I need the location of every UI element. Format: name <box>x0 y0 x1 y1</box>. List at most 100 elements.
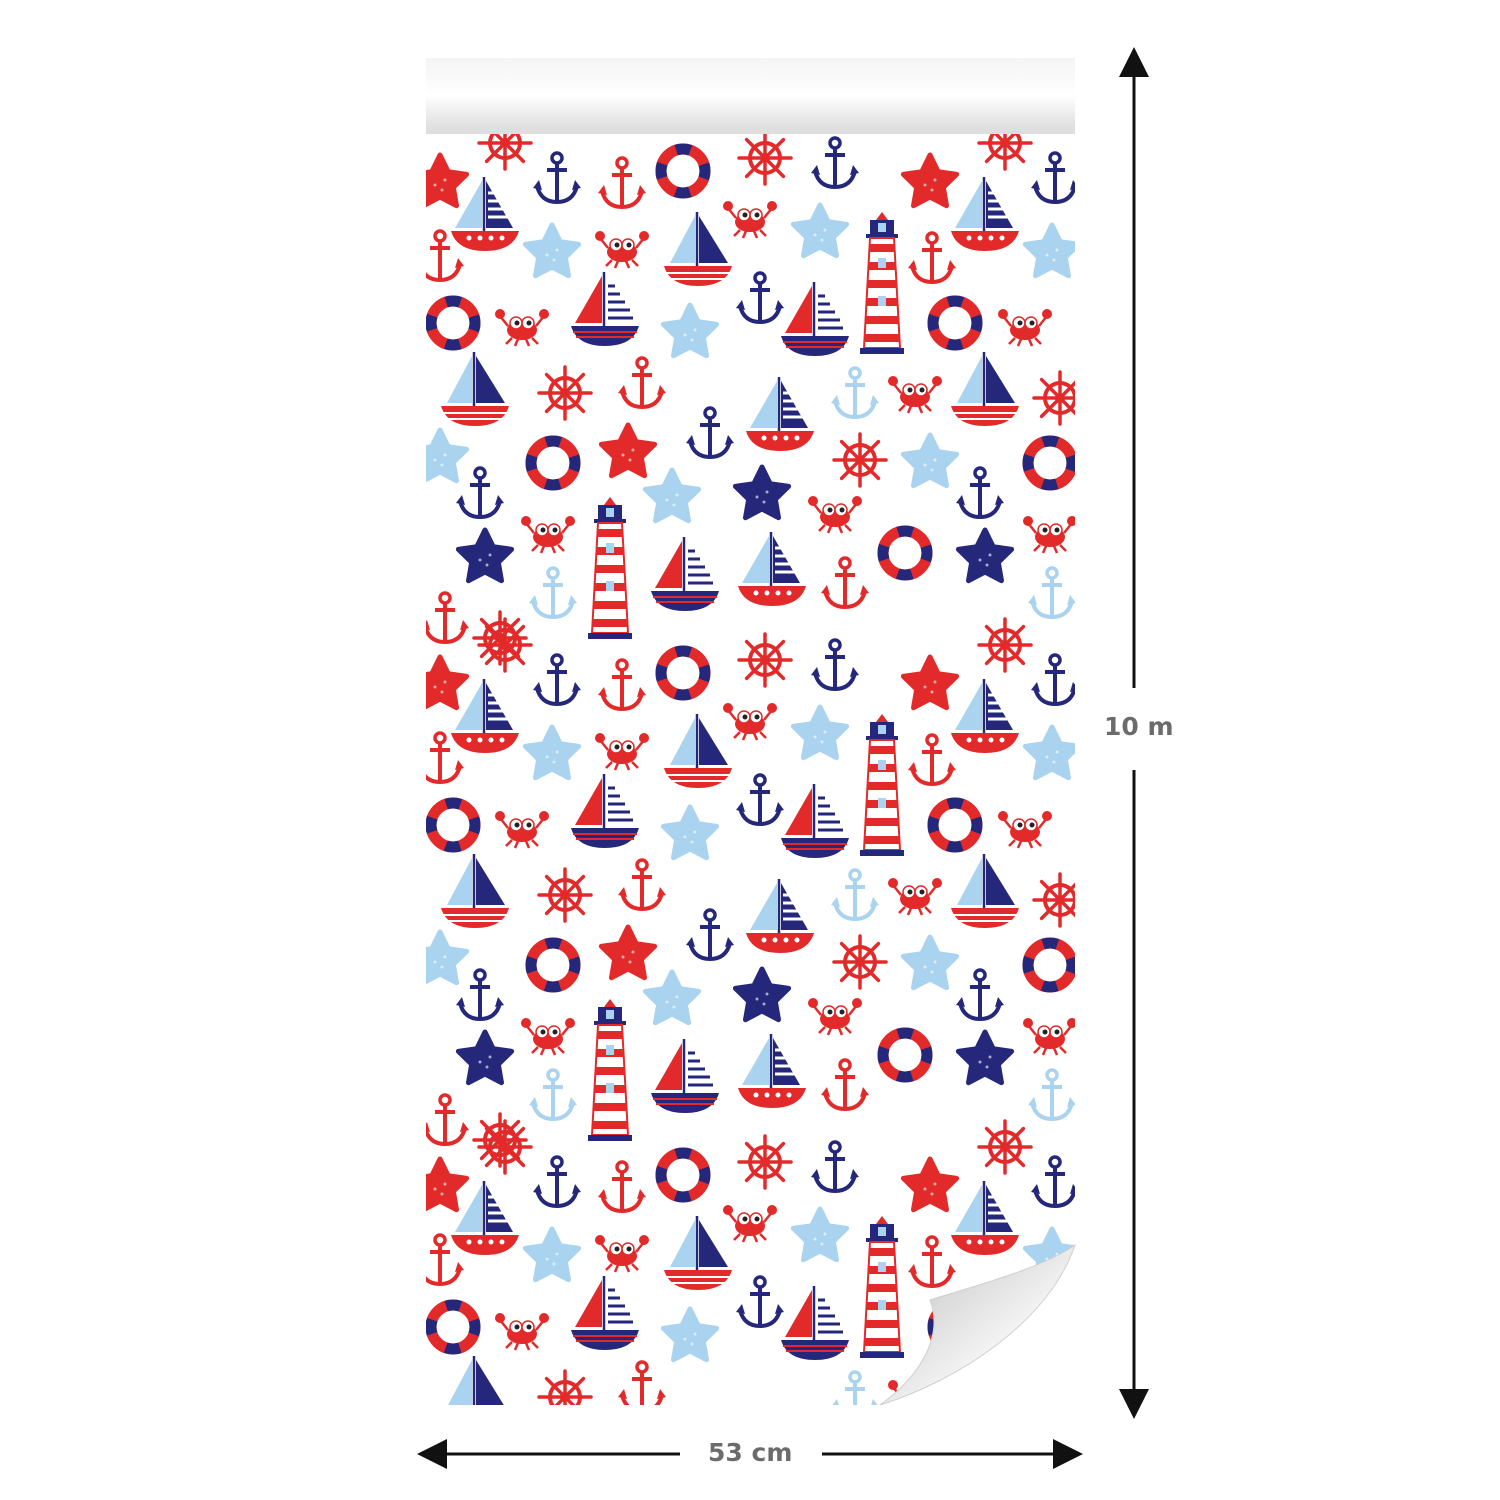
wheel-motif <box>737 1134 793 1190</box>
crab-motif <box>495 811 549 849</box>
anchor-motif <box>618 858 666 912</box>
boat-motif <box>664 212 732 286</box>
ring-motif <box>426 1299 481 1355</box>
boat-motif <box>571 774 639 848</box>
anchor-motif <box>1028 1068 1075 1122</box>
crab-motif <box>495 309 549 347</box>
anchor-motif <box>736 1275 784 1329</box>
anchor-motif <box>821 556 869 610</box>
anchor-motif <box>533 1155 581 1209</box>
crab-motif <box>495 1313 549 1351</box>
boat-motif <box>738 532 806 606</box>
anchor-motif <box>736 773 784 827</box>
lighthouse-motif <box>860 714 904 856</box>
star-motif <box>955 1029 1015 1086</box>
boat-motif <box>746 377 814 451</box>
wheel-motif <box>477 1119 533 1175</box>
boat-motif <box>951 854 1019 928</box>
wheel-motif <box>832 432 888 488</box>
anchor-motif <box>908 733 956 787</box>
width-dimension-label: 53 cm <box>704 1438 797 1467</box>
height-dimension-label: 10 m <box>1100 712 1178 741</box>
star-motif <box>426 427 470 484</box>
star-motif <box>660 1306 720 1363</box>
anchor-motif <box>811 1140 859 1194</box>
star-motif <box>522 1226 582 1283</box>
lighthouse-motif <box>860 1216 904 1358</box>
lighthouse-motif <box>860 212 904 354</box>
boat-motif <box>951 679 1019 753</box>
anchor-motif <box>426 1233 464 1287</box>
star-motif <box>955 527 1015 584</box>
ring-motif <box>1022 435 1075 491</box>
star-motif <box>598 422 658 479</box>
ring-motif <box>426 295 481 351</box>
star-motif <box>426 1156 470 1213</box>
star-motif <box>426 929 470 986</box>
star-motif <box>660 302 720 359</box>
crab-motif <box>888 376 942 414</box>
crab-motif <box>595 231 649 269</box>
ring-motif <box>426 797 481 853</box>
curled-corner <box>879 1243 1076 1406</box>
anchor-motif <box>1031 151 1075 205</box>
boat-motif <box>746 879 814 953</box>
anchor-motif <box>811 638 859 692</box>
boat-motif <box>451 1181 519 1255</box>
anchor-motif <box>1031 653 1075 707</box>
anchor-motif <box>908 1235 956 1289</box>
wheel-motif <box>1032 872 1075 928</box>
anchor-motif <box>598 1160 646 1214</box>
star-motif <box>642 969 702 1026</box>
star-motif <box>790 1206 850 1263</box>
wheel-motif <box>1032 370 1075 426</box>
boat-motif <box>651 537 719 611</box>
star-motif <box>790 704 850 761</box>
anchor-motif <box>529 566 577 620</box>
nautical-pattern <box>426 130 1075 1405</box>
wheel-motif <box>477 617 533 673</box>
anchor-motif <box>686 908 734 962</box>
boat-motif <box>651 1039 719 1113</box>
anchor-motif <box>811 136 859 190</box>
ring-motif <box>877 525 933 581</box>
anchor-motif <box>1028 566 1075 620</box>
anchor-motif <box>426 731 464 785</box>
crab-motif <box>521 516 575 554</box>
ring-motif <box>655 143 711 199</box>
boat-motif <box>951 1181 1019 1255</box>
star-motif <box>1022 724 1075 781</box>
anchor-motif <box>426 1093 469 1147</box>
anchor-motif <box>598 658 646 712</box>
wheel-motif <box>737 632 793 688</box>
boat-motif <box>738 1034 806 1108</box>
wheel-motif <box>832 934 888 990</box>
star-motif <box>522 222 582 279</box>
boat-motif <box>781 282 849 356</box>
crab-motif <box>1023 1018 1075 1056</box>
anchor-motif <box>736 271 784 325</box>
wheel-motif <box>737 130 793 186</box>
anchor-motif <box>598 156 646 210</box>
wheel-motif <box>977 617 1033 673</box>
anchor-motif <box>456 968 504 1022</box>
anchor-motif <box>618 356 666 410</box>
star-motif <box>900 654 960 711</box>
boat-motif <box>951 177 1019 251</box>
anchor-motif <box>533 151 581 205</box>
anchor-motif <box>831 868 879 922</box>
crab-motif <box>1023 516 1075 554</box>
boat-motif <box>571 1276 639 1350</box>
ring-motif <box>927 295 983 351</box>
boat-motif <box>451 679 519 753</box>
wheel-motif <box>977 1119 1033 1175</box>
anchor-motif <box>908 231 956 285</box>
crab-motif <box>723 1205 777 1243</box>
crab-motif <box>998 309 1052 347</box>
ring-motif <box>655 1147 711 1203</box>
boat-motif <box>441 854 509 928</box>
boat-motif <box>781 1286 849 1360</box>
anchor-motif <box>533 653 581 707</box>
crab-motif <box>723 703 777 741</box>
roll-shadow <box>426 128 1075 134</box>
